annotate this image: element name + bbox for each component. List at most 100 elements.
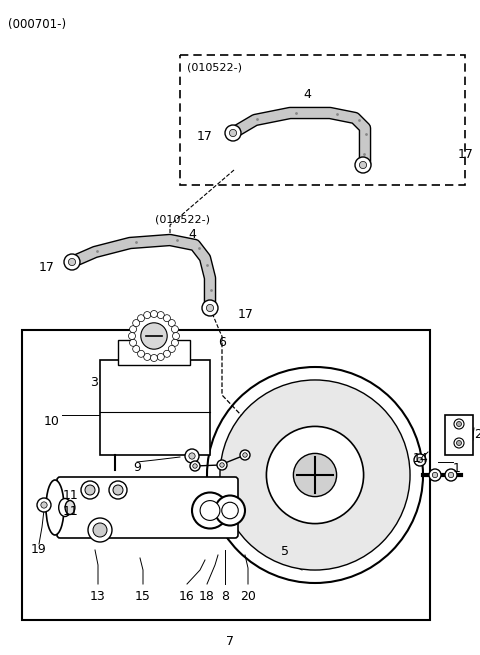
Text: 17: 17 <box>197 130 213 143</box>
Circle shape <box>168 320 175 327</box>
Circle shape <box>172 333 180 339</box>
Circle shape <box>192 493 228 529</box>
Circle shape <box>93 523 107 537</box>
Circle shape <box>85 485 95 495</box>
Circle shape <box>432 472 438 477</box>
Text: 13: 13 <box>90 590 106 603</box>
Circle shape <box>171 326 179 333</box>
Circle shape <box>41 502 47 508</box>
Circle shape <box>168 345 175 352</box>
Text: 17: 17 <box>238 308 254 321</box>
Circle shape <box>266 426 364 523</box>
Circle shape <box>163 350 170 357</box>
Circle shape <box>206 305 214 312</box>
Text: 4: 4 <box>188 228 196 241</box>
Text: 6: 6 <box>218 336 226 349</box>
Text: 20: 20 <box>240 590 256 603</box>
Circle shape <box>109 481 127 499</box>
Circle shape <box>151 354 157 362</box>
Circle shape <box>217 460 227 470</box>
Text: 3: 3 <box>90 376 98 389</box>
Text: 15: 15 <box>135 590 151 603</box>
Text: 18: 18 <box>199 590 215 603</box>
Text: (000701-): (000701-) <box>8 18 66 31</box>
Bar <box>22 330 430 620</box>
Text: 14: 14 <box>412 452 428 465</box>
Text: 1: 1 <box>453 462 461 475</box>
Text: 11: 11 <box>62 505 78 518</box>
Circle shape <box>243 453 247 457</box>
Text: 7: 7 <box>226 635 234 648</box>
Circle shape <box>138 314 144 322</box>
Circle shape <box>190 461 200 471</box>
Circle shape <box>132 314 176 358</box>
Circle shape <box>229 130 237 137</box>
Circle shape <box>293 453 336 496</box>
Circle shape <box>64 254 80 270</box>
Text: 17: 17 <box>458 148 474 161</box>
Circle shape <box>429 469 441 481</box>
Circle shape <box>171 339 179 346</box>
FancyBboxPatch shape <box>57 477 238 538</box>
Ellipse shape <box>65 500 75 514</box>
Circle shape <box>138 350 144 357</box>
Circle shape <box>200 500 220 521</box>
Circle shape <box>130 326 137 333</box>
Circle shape <box>141 323 167 349</box>
Circle shape <box>132 345 140 352</box>
Circle shape <box>157 354 164 360</box>
Circle shape <box>445 469 457 481</box>
Circle shape <box>189 453 195 459</box>
Circle shape <box>37 498 51 512</box>
Circle shape <box>132 320 140 327</box>
Circle shape <box>225 125 241 141</box>
Circle shape <box>207 367 423 583</box>
Circle shape <box>220 462 224 467</box>
Circle shape <box>240 450 250 460</box>
Circle shape <box>355 157 371 173</box>
Circle shape <box>454 419 464 429</box>
Circle shape <box>202 300 218 316</box>
Circle shape <box>414 454 426 466</box>
Circle shape <box>417 457 423 462</box>
Text: 5: 5 <box>281 545 289 558</box>
Text: 11: 11 <box>62 489 78 502</box>
Circle shape <box>215 495 245 525</box>
Circle shape <box>130 339 137 346</box>
Circle shape <box>88 518 112 542</box>
FancyBboxPatch shape <box>100 360 210 455</box>
Text: 9: 9 <box>133 461 141 474</box>
Bar <box>118 340 190 365</box>
Circle shape <box>456 441 461 445</box>
Circle shape <box>144 354 151 360</box>
Circle shape <box>151 310 157 318</box>
Text: 8: 8 <box>221 590 229 603</box>
Ellipse shape <box>46 480 64 535</box>
Circle shape <box>69 259 75 265</box>
Bar <box>445 415 473 455</box>
Circle shape <box>220 380 410 570</box>
Bar <box>180 55 465 185</box>
Circle shape <box>448 472 454 477</box>
Circle shape <box>185 449 199 463</box>
Text: 2: 2 <box>474 428 480 441</box>
Text: 4: 4 <box>303 88 311 101</box>
Circle shape <box>456 422 461 426</box>
Circle shape <box>113 485 123 495</box>
Circle shape <box>222 502 238 519</box>
Circle shape <box>360 161 367 168</box>
Circle shape <box>81 481 99 499</box>
Circle shape <box>163 314 170 322</box>
Circle shape <box>193 464 197 468</box>
Circle shape <box>129 333 135 339</box>
Circle shape <box>157 312 164 318</box>
Text: 16: 16 <box>179 590 195 603</box>
Text: 17: 17 <box>39 261 55 274</box>
Text: 19: 19 <box>31 543 47 556</box>
Text: 10: 10 <box>44 415 60 428</box>
Circle shape <box>144 312 151 318</box>
Circle shape <box>454 438 464 448</box>
Text: (010522-): (010522-) <box>187 63 242 73</box>
Text: (010522-): (010522-) <box>155 215 210 225</box>
Ellipse shape <box>59 498 72 517</box>
